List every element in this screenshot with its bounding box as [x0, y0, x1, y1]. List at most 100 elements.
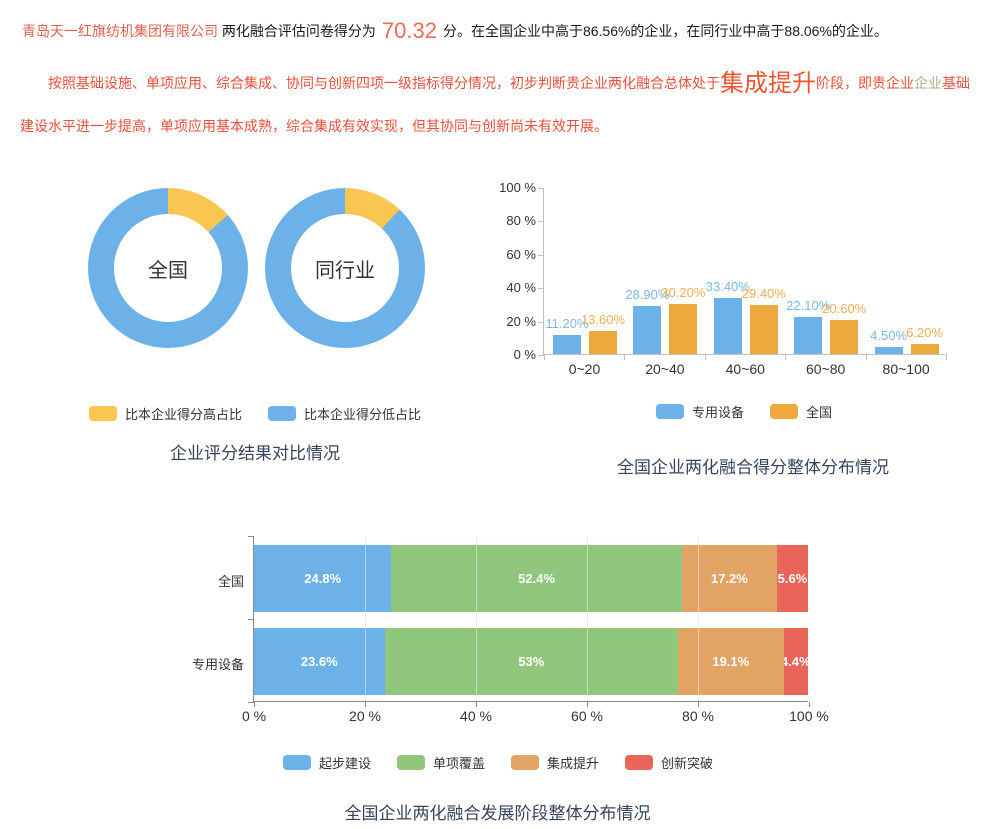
stack-segment-label-0-1: 52.4%	[518, 571, 555, 586]
bar-全国-80~100[interactable]	[910, 343, 939, 354]
stack-row-0: 24.8% 52.4% 17.2% 5.6%	[254, 545, 808, 612]
bar-xaxis-tick-5	[946, 354, 947, 360]
bar-value-label-全国-40~60: 29.40%	[741, 285, 786, 301]
stack-xaxis-tick-0	[254, 702, 255, 707]
stack-segment-1-集成提升[interactable]: 19.1%	[677, 628, 784, 695]
stack-row-label-1: 专用设备	[191, 657, 244, 672]
stack-segment-label-0-0: 24.8%	[304, 571, 342, 586]
company-name: 青岛天一红旗纺机集团有限公司	[22, 23, 218, 39]
stack-gridline-1	[365, 536, 366, 701]
stage-highlight: 集成提升	[720, 70, 816, 97]
stack-legend-label-3: 创新突破	[661, 756, 714, 771]
bar-全国-0~20[interactable]	[589, 331, 617, 354]
bar-yaxis-tick-5	[538, 355, 544, 356]
stack-segment-0-集成提升[interactable]: 17.2%	[681, 545, 777, 612]
bar-legend-item-1[interactable]: 全国	[770, 402, 832, 421]
stack-yaxis-tick-1	[248, 619, 254, 620]
bar-全国-20~40[interactable]	[669, 303, 698, 354]
bar-yaxis-label-0: 100 %	[499, 180, 536, 195]
stack-gridline-overlay-1	[365, 536, 366, 701]
summary-text-before-score: 两化融合评估问卷得分为	[218, 23, 376, 39]
bar-xaxis-tick-2	[704, 354, 706, 360]
bar-yaxis-label-2: 60 %	[506, 246, 536, 262]
bar-yaxis-tick-0	[538, 188, 544, 189]
stack-segment-label-0-2: 17.2%	[710, 571, 748, 586]
bar-value-label-专用设备-0~20: 11.20%	[545, 316, 589, 332]
donut-center-label-0: 全国	[148, 259, 188, 282]
stack-legend-item-2[interactable]: 集成提升	[511, 753, 599, 772]
bar-yaxis-label-1: 80 %	[506, 213, 536, 229]
bar-xaxis-tick-4	[865, 354, 867, 360]
bar-xaxis-tick-0	[544, 354, 545, 360]
donut-legend-swatch-0	[88, 406, 117, 421]
bar-value-label-全国-80~100: 6.20%	[906, 324, 944, 340]
bar-value-label-专用设备-20~40: 28.90%	[625, 286, 670, 302]
donut-legend-swatch-1	[268, 406, 296, 421]
stack-legend-item-1[interactable]: 单项覆盖	[396, 753, 485, 772]
donut-1: 同行业	[265, 188, 425, 348]
stack-segment-label-1-3: 4.4%	[783, 654, 808, 669]
stack-segment-0-创新突破[interactable]: 5.6%	[776, 545, 808, 612]
bar-legend-item-0[interactable]: 专用设备	[655, 402, 744, 421]
bar-专用设备-20~40[interactable]	[633, 305, 662, 354]
donut-legend-item-0[interactable]: 比本企业得分高占比	[88, 404, 242, 423]
bar-专用设备-40~60[interactable]	[713, 298, 742, 354]
stack-gridline-overlay-2	[476, 536, 477, 701]
bar-category-label-2: 40~60	[725, 361, 765, 377]
bar-全国-40~60[interactable]	[749, 304, 778, 354]
stack-segment-1-单项覆盖[interactable]: 53%	[384, 628, 678, 695]
bar-yaxis-label-5: 0 %	[513, 347, 536, 362]
stack-xaxis-label-3: 60 %	[571, 708, 603, 724]
stack-legend-label-2: 集成提升	[547, 756, 600, 771]
bar-专用设备-60~80[interactable]	[794, 317, 823, 354]
bar-yaxis-label-4: 20 %	[506, 313, 536, 329]
stack-segment-0-单项覆盖[interactable]: 52.4%	[391, 545, 682, 612]
stack-gridline-overlay-4	[698, 536, 699, 701]
stack-segment-1-起步建设[interactable]: 23.6%	[254, 628, 385, 695]
analysis-paragraph: 按照基础设施、单项应用、综合集成、协同与创新四项一级指标得分情况，初步判断贵企业…	[20, 62, 982, 148]
bar-legend-label-0: 专用设备	[691, 405, 744, 420]
donut-chart-legend: 比本企业得分高占比 比本企业得分低占比	[40, 404, 470, 423]
stack-legend-item-0[interactable]: 起步建设	[282, 753, 371, 772]
bar-value-label-全国-20~40: 30.20%	[661, 284, 706, 300]
stack-yaxis-tick-0	[248, 536, 254, 537]
bar-legend-label-1: 全国	[806, 405, 833, 420]
stack-legend-item-3[interactable]: 创新突破	[625, 753, 713, 772]
stacked-chart-title: 全国企业两化融合发展阶段整体分布情况	[344, 804, 651, 823]
bar-yaxis-tick-2	[538, 254, 544, 256]
stack-legend-swatch-1	[396, 755, 425, 770]
donut-hole-0	[114, 214, 222, 322]
stack-legend-swatch-2	[511, 755, 539, 770]
stack-gridline-2	[476, 536, 477, 701]
stack-xaxis-label-0: 0 %	[241, 708, 267, 724]
bar-legend-swatch-1	[770, 404, 798, 419]
bar-yaxis-tick-1	[538, 221, 544, 223]
stack-legend-swatch-3	[625, 755, 654, 770]
donut-legend-item-1[interactable]: 比本企业得分低占比	[268, 404, 421, 423]
bar-xaxis-tick-3	[785, 354, 787, 360]
bar-全国-60~80[interactable]	[830, 319, 859, 354]
bar-category-label-3: 60~80	[806, 361, 846, 377]
stack-legend-swatch-0	[282, 755, 311, 770]
bar-yaxis-tick-4	[538, 321, 544, 323]
bar-category-label-1: 20~40	[645, 361, 685, 377]
stack-xaxis-tick-4	[698, 702, 699, 707]
donut-center-label-1: 同行业	[315, 259, 375, 282]
stack-gridline-overlay-3	[587, 536, 588, 701]
bar-专用设备-0~20[interactable]	[553, 335, 581, 354]
score-value: 70.32	[381, 18, 437, 43]
donut-hole-1	[291, 214, 399, 322]
bar-legend-swatch-0	[655, 404, 684, 419]
stack-xaxis-label-1: 20 %	[349, 708, 381, 724]
bar-xaxis-tick-1	[624, 354, 626, 360]
stack-segment-label-0-3: 5.6%	[777, 571, 808, 586]
stack-segment-0-起步建设[interactable]: 24.8%	[254, 545, 392, 612]
stack-segment-1-创新突破[interactable]: 4.4%	[783, 628, 808, 695]
stack-row-1: 23.6% 53% 19.1% 4.4%	[254, 628, 808, 695]
bar-专用设备-80~100[interactable]	[874, 346, 903, 354]
entity-name: 企业	[914, 75, 942, 91]
stack-segment-label-1-1: 53%	[518, 654, 545, 669]
bar-category-label-4: 80~100	[882, 361, 930, 377]
stack-xaxis-label-4: 80 %	[682, 708, 714, 724]
